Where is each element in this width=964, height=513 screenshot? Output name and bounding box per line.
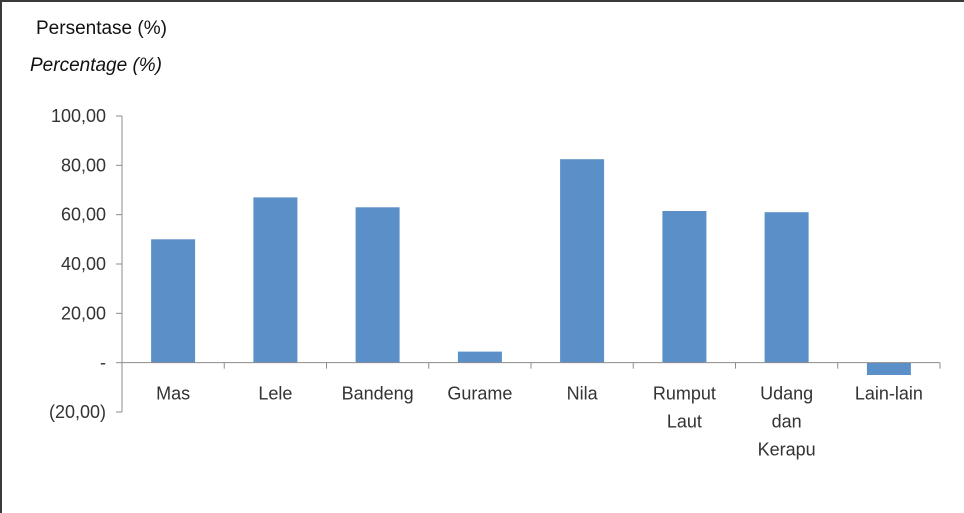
x-tick-label: Nila [567, 384, 599, 404]
bar [764, 212, 809, 363]
y-tick-label: (20,00) [49, 402, 106, 422]
y-tick-label: 60,00 [61, 205, 106, 225]
bar [253, 197, 298, 363]
bar [457, 351, 502, 363]
x-tick-label: Rumput Laut [653, 384, 716, 432]
bar [355, 207, 400, 363]
bar [662, 211, 707, 363]
bar [151, 239, 196, 363]
y-tick-label: 20,00 [61, 303, 106, 323]
x-tick-label: Gurame [447, 384, 512, 404]
y-tick-label: 80,00 [61, 155, 106, 175]
y-tick-label: 100,00 [51, 106, 106, 126]
x-tick-label: Udang dan Kerapu [758, 384, 816, 460]
y-axis-title-english: Percentage (%) [30, 55, 163, 76]
x-tick-label: Lain-lain [855, 384, 923, 404]
y-tick-label: 40,00 [61, 254, 106, 274]
x-tick-label: Bandeng [342, 384, 414, 404]
bar [866, 362, 911, 375]
y-tick-label: - [100, 353, 106, 373]
x-tick-label: Lele [258, 384, 292, 404]
y-axis-title: Persentase (%) [36, 18, 167, 39]
x-tick-label: Mas [156, 384, 190, 404]
bar [560, 159, 605, 363]
